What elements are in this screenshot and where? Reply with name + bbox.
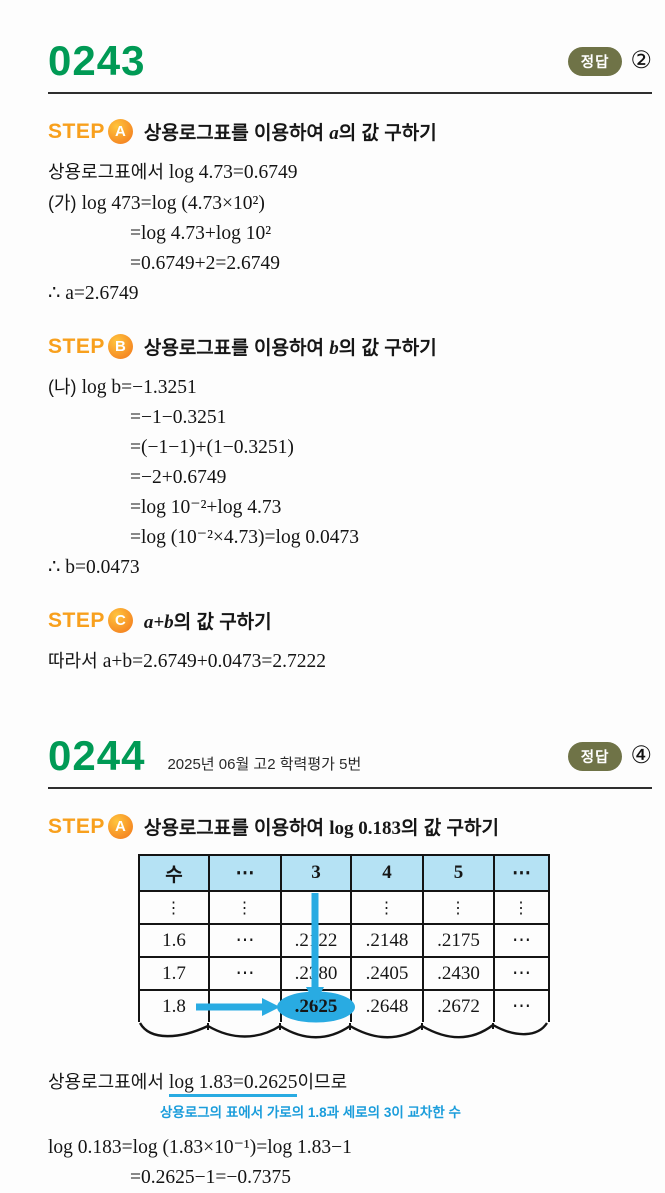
step-label: STEP bbox=[48, 608, 105, 632]
step-title: 상용로그표를 이용하여 a의 값 구하기 bbox=[143, 123, 437, 144]
problem-0244-header: 0244 2025년 06월 고2 학력평가 5번 정답 ④ bbox=[48, 735, 652, 777]
step-title: 상용로그표를 이용하여 log 0.183의 값 구하기 bbox=[143, 818, 499, 839]
step-title: 상용로그표를 이용하여 b의 값 구하기 bbox=[143, 338, 437, 359]
math-line: =0.6749+2=2.6749 bbox=[130, 253, 280, 274]
answer-group: 정답 ④ bbox=[567, 741, 652, 771]
math-line: log 0.183=log (1.83×10⁻¹)=log 1.83−1 bbox=[48, 1137, 352, 1158]
step-a-heading: STEP A 상용로그표를 이용하여 log 0.183의 값 구하기 bbox=[48, 813, 652, 840]
step-label: STEP bbox=[48, 119, 105, 143]
header-cell: 수 bbox=[138, 854, 210, 892]
header-divider bbox=[48, 92, 652, 94]
underlined-result: log 1.83=0.2625 bbox=[168, 1072, 298, 1097]
answer-choice-number: ④ bbox=[630, 743, 652, 769]
table-row-highlighted: 1.8 ⋯ .2625 .2648 .2672 ⋯ bbox=[138, 989, 550, 1022]
math-line: =log 10⁻²+log 4.73 bbox=[130, 497, 282, 518]
math-line: =−1−0.3251 bbox=[130, 407, 227, 428]
header-cell: ⋯ bbox=[493, 854, 550, 892]
table-row: 1.6 ⋯ .2122 .2148 .2175 ⋯ bbox=[138, 923, 550, 958]
column-divider-stubs bbox=[207, 1023, 494, 1030]
step-a-heading: STEP A 상용로그표를 이용하여 a의 값 구하기 bbox=[48, 118, 652, 145]
step-label: STEP bbox=[48, 334, 105, 358]
header-cell: ⋯ bbox=[208, 854, 282, 892]
answer-choice-number: ② bbox=[630, 48, 652, 74]
math-line: =log (10⁻²×4.73)=log 0.0473 bbox=[130, 527, 359, 548]
problem-0243-header: 0243 정답 ② bbox=[48, 40, 652, 82]
answer-badge: 정답 bbox=[567, 741, 623, 771]
step-b-heading: STEP B 상용로그표를 이용하여 b의 값 구하기 bbox=[48, 333, 652, 360]
log-table: 수 ⋯ 3 4 5 ⋯ ⋮ ⋮ ⋮ ⋮ ⋮ ⋮ bbox=[138, 854, 550, 1022]
table-row: 1.7 ⋯ .2380 .2405 .2430 ⋯ bbox=[138, 956, 550, 991]
header-divider bbox=[48, 787, 652, 789]
table-row: ⋮ ⋮ ⋮ ⋮ ⋮ ⋮ bbox=[138, 890, 550, 925]
step-label: STEP bbox=[48, 814, 105, 838]
step-letter-icon: B bbox=[107, 334, 133, 359]
problem-number: 0244 bbox=[48, 732, 146, 779]
math-line: 상용로그표에서 log 4.73=0.6749 bbox=[48, 162, 298, 183]
math-line: 따라서 a+b=2.6749+0.0473=2.7222 bbox=[48, 651, 326, 672]
math-line: (나) log b=−1.3251 bbox=[48, 377, 197, 398]
problem-0243-section: 0243 정답 ② STEP A 상용로그표를 이용하여 a의 값 구하기 상용… bbox=[48, 40, 652, 677]
header-cell: 5 bbox=[422, 854, 495, 892]
torn-edge bbox=[138, 1022, 549, 1039]
math-line: (가) log 473=log (4.73×10²) bbox=[48, 193, 265, 214]
step-title: a+b의 값 구하기 bbox=[143, 612, 272, 633]
result-line: 상용로그표에서 log 1.83=0.2625이므로 bbox=[48, 1068, 652, 1097]
annotation-note: 상용로그의 표에서 가로의 1.8과 세로의 3이 교차한 수 bbox=[160, 1105, 461, 1120]
math-line: =0.2625−1=−0.7375 bbox=[130, 1167, 291, 1188]
math-line: ∴ b=0.0473 bbox=[48, 557, 140, 578]
answer-badge: 정답 bbox=[567, 46, 623, 76]
math-line: =log 4.73+log 10² bbox=[130, 223, 272, 244]
step-c-heading: STEP C a+b의 값 구하기 bbox=[48, 607, 652, 634]
math-line: ∴ a=2.6749 bbox=[48, 283, 139, 304]
step-letter-icon: C bbox=[107, 608, 133, 633]
step-letter-icon: A bbox=[107, 119, 133, 144]
header-cell: 4 bbox=[350, 854, 424, 892]
problem-number: 0243 bbox=[48, 37, 146, 84]
math-line: =−2+0.6749 bbox=[130, 467, 227, 488]
problem-0244-section: 0244 2025년 06월 고2 학력평가 5번 정답 ④ STEP A 상용… bbox=[48, 735, 652, 1193]
problem-source: 2025년 06월 고2 학력평가 5번 bbox=[167, 755, 362, 773]
answer-group: 정답 ② bbox=[567, 46, 652, 76]
table-header-row: 수 ⋯ 3 4 5 ⋯ bbox=[138, 854, 550, 892]
highlighted-value: .2625 bbox=[294, 995, 338, 1017]
header-cell: 3 bbox=[280, 854, 352, 892]
math-line: =(−1−1)+(1−0.3251) bbox=[130, 437, 294, 458]
common-log-table: 수 ⋯ 3 4 5 ⋯ ⋮ ⋮ ⋮ ⋮ ⋮ ⋮ bbox=[138, 854, 552, 1052]
step-letter-icon: A bbox=[107, 814, 133, 839]
